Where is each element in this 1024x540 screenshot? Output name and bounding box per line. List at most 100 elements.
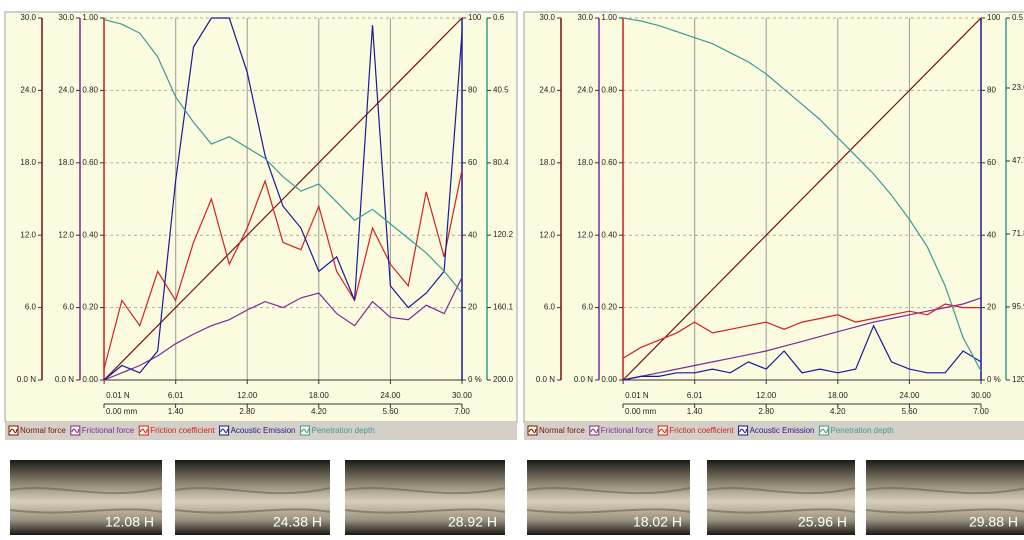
x-tick-label: 24.00 xyxy=(899,391,920,400)
x2-tick-label: 7.00 xyxy=(973,407,989,416)
x-tick-label: 30.00 xyxy=(971,391,992,400)
legend-label: Acoustic Emission xyxy=(750,426,815,435)
y-tick-label: 23.6 xyxy=(1012,83,1024,92)
y-tick-label: 30.0 xyxy=(20,13,36,22)
y-tick-label: 0.40 xyxy=(82,230,98,239)
y-tick-label: 0.0 N xyxy=(536,375,555,384)
x2-tick-label: 2.80 xyxy=(758,407,774,416)
x2-tick-label: 2.80 xyxy=(239,407,255,416)
screenshot: 0.0 N 6.0 12.0 18.0 24.0 30.0 0.0 N 6.0 12.0 18.0… xyxy=(0,0,1024,535)
y-tick-label: 6.0 xyxy=(25,303,37,312)
y-tick-label: 0.20 xyxy=(82,303,98,312)
y-tick-label: 18.0 xyxy=(58,158,74,167)
legend-label: Acoustic Emission xyxy=(231,426,296,435)
y-tick-label: 12.0 xyxy=(539,230,555,239)
micrograph: 18.02 H xyxy=(527,460,690,535)
x2-tick-label: 1.40 xyxy=(687,407,703,416)
y-tick-label: 0.60 xyxy=(601,158,617,167)
y-tick-label: 0.40 xyxy=(601,230,617,239)
y-tick-label: 100 xyxy=(468,13,482,22)
y-tick-label: 20 xyxy=(987,303,996,312)
micrograph-label: 29.88 H xyxy=(969,514,1018,530)
legend-label: Normal force xyxy=(539,426,585,435)
y-tick-label: 71.8 xyxy=(1012,229,1024,238)
x2-tick-label: 0.00 mm xyxy=(625,407,656,416)
y-tick-label: 18.0 xyxy=(577,158,593,167)
y-tick-label: 120.2 xyxy=(493,230,514,239)
y-tick-label: 6.0 xyxy=(582,303,594,312)
y-tick-label: 1.00 xyxy=(82,13,98,22)
y-tick-label: 0.0 N xyxy=(17,375,36,384)
x-tick-label: 30.00 xyxy=(452,391,473,400)
y-tick-label: 0.80 xyxy=(82,86,98,95)
y-tick-label: 24.0 xyxy=(539,86,555,95)
y-tick-label: 1.00 xyxy=(601,13,617,22)
y-tick-label: 0.20 xyxy=(601,303,617,312)
y-tick-label: 200.0 xyxy=(493,375,514,384)
y-tick-label: 40.5 xyxy=(493,86,509,95)
y-tick-label: 60 xyxy=(468,158,477,167)
x-tick-label: 0.01 N xyxy=(625,391,649,400)
y-tick-label: 18.0 xyxy=(539,158,555,167)
panel-background xyxy=(5,12,517,422)
micrograph-label: 25.96 H xyxy=(798,514,847,530)
y-tick-label: 0.0 N xyxy=(574,375,593,384)
x2-tick-label: 1.40 xyxy=(168,407,184,416)
x-tick-label: 18.00 xyxy=(828,391,849,400)
y-tick-label: 95.9 xyxy=(1012,302,1024,311)
micrograph: 25.96 H xyxy=(707,460,855,535)
y-tick-label: 120 xyxy=(1012,375,1024,384)
x2-tick-label: 5.60 xyxy=(383,407,399,416)
y-tick-label: 0.00 xyxy=(601,375,617,384)
x2-tick-label: 4.20 xyxy=(311,407,327,416)
x-tick-label: 0.01 N xyxy=(106,391,130,400)
y-tick-label: 0 % xyxy=(987,375,1001,384)
y-tick-label: 40 xyxy=(468,230,477,239)
page: 0.0 N 6.0 12.0 18.0 24.0 30.0 0.0 N 6.0 12.0 18.0… xyxy=(0,0,1024,535)
micrograph: 12.08 H xyxy=(10,460,162,535)
x-tick-label: 18.00 xyxy=(309,391,330,400)
y-tick-label: 20 xyxy=(468,303,477,312)
y-tick-label: 80 xyxy=(468,86,477,95)
micrograph: 24.38 H xyxy=(175,460,330,535)
y-tick-label: 0 % xyxy=(468,375,482,384)
y-tick-label: 0.5 xyxy=(1012,13,1024,22)
y-tick-label: 80 xyxy=(987,86,996,95)
micrograph: 28.92 H xyxy=(345,460,505,535)
y-tick-label: 24.0 xyxy=(577,86,593,95)
chart-panel: 0.0 N6.012.018.024.030.00.0 N6.012.018.0… xyxy=(5,12,517,440)
y-tick-label: 30.0 xyxy=(577,13,593,22)
y-tick-label: 40 xyxy=(987,230,996,239)
micrograph-label: 28.92 H xyxy=(448,514,497,530)
y-tick-label: 6.0 xyxy=(63,303,75,312)
micrograph: 29.88 H xyxy=(866,460,1024,535)
legend-label: Normal force xyxy=(20,426,66,435)
y-tick-label: 60 xyxy=(987,158,996,167)
legend-label: Frictional force xyxy=(82,426,135,435)
y-tick-label: 0.60 xyxy=(82,158,98,167)
x2-tick-label: 5.60 xyxy=(902,407,918,416)
y-tick-label: 12.0 xyxy=(577,230,593,239)
x2-tick-label: 7.00 xyxy=(454,407,470,416)
y-tick-label: 0.6 xyxy=(493,13,505,22)
y-tick-label: 12.0 xyxy=(20,230,36,239)
y-tick-label: 24.0 xyxy=(58,86,74,95)
y-tick-label: 47.7 xyxy=(1012,156,1024,165)
x-tick-label: 12.00 xyxy=(756,391,777,400)
y-tick-label: 100 xyxy=(987,13,1001,22)
y-tick-label: 30.0 xyxy=(58,13,74,22)
micrograph-label: 18.02 H xyxy=(633,514,682,530)
x-tick-label: 24.00 xyxy=(380,391,401,400)
x2-tick-label: 0.00 mm xyxy=(106,407,137,416)
y-tick-label: 80.4 xyxy=(493,158,509,167)
y-tick-label: 160.1 xyxy=(493,303,514,312)
legend-label: Friction coefficient xyxy=(669,426,734,435)
y-tick-label: 0.80 xyxy=(601,86,617,95)
legend-label: Friction coefficient xyxy=(150,426,215,435)
y-tick-label: 24.0 xyxy=(20,86,36,95)
x-tick-label: 6.01 xyxy=(687,391,703,400)
legend-label: Frictional force xyxy=(601,426,654,435)
chart-panel: 0.0 N 6.0 12.0 18.0 24.0 30.0 0.0 N 6.0 12.0 18.0… xyxy=(524,12,1024,440)
y-tick-label: 6.0 xyxy=(544,303,556,312)
legend-label: Penetration depth xyxy=(312,426,375,435)
